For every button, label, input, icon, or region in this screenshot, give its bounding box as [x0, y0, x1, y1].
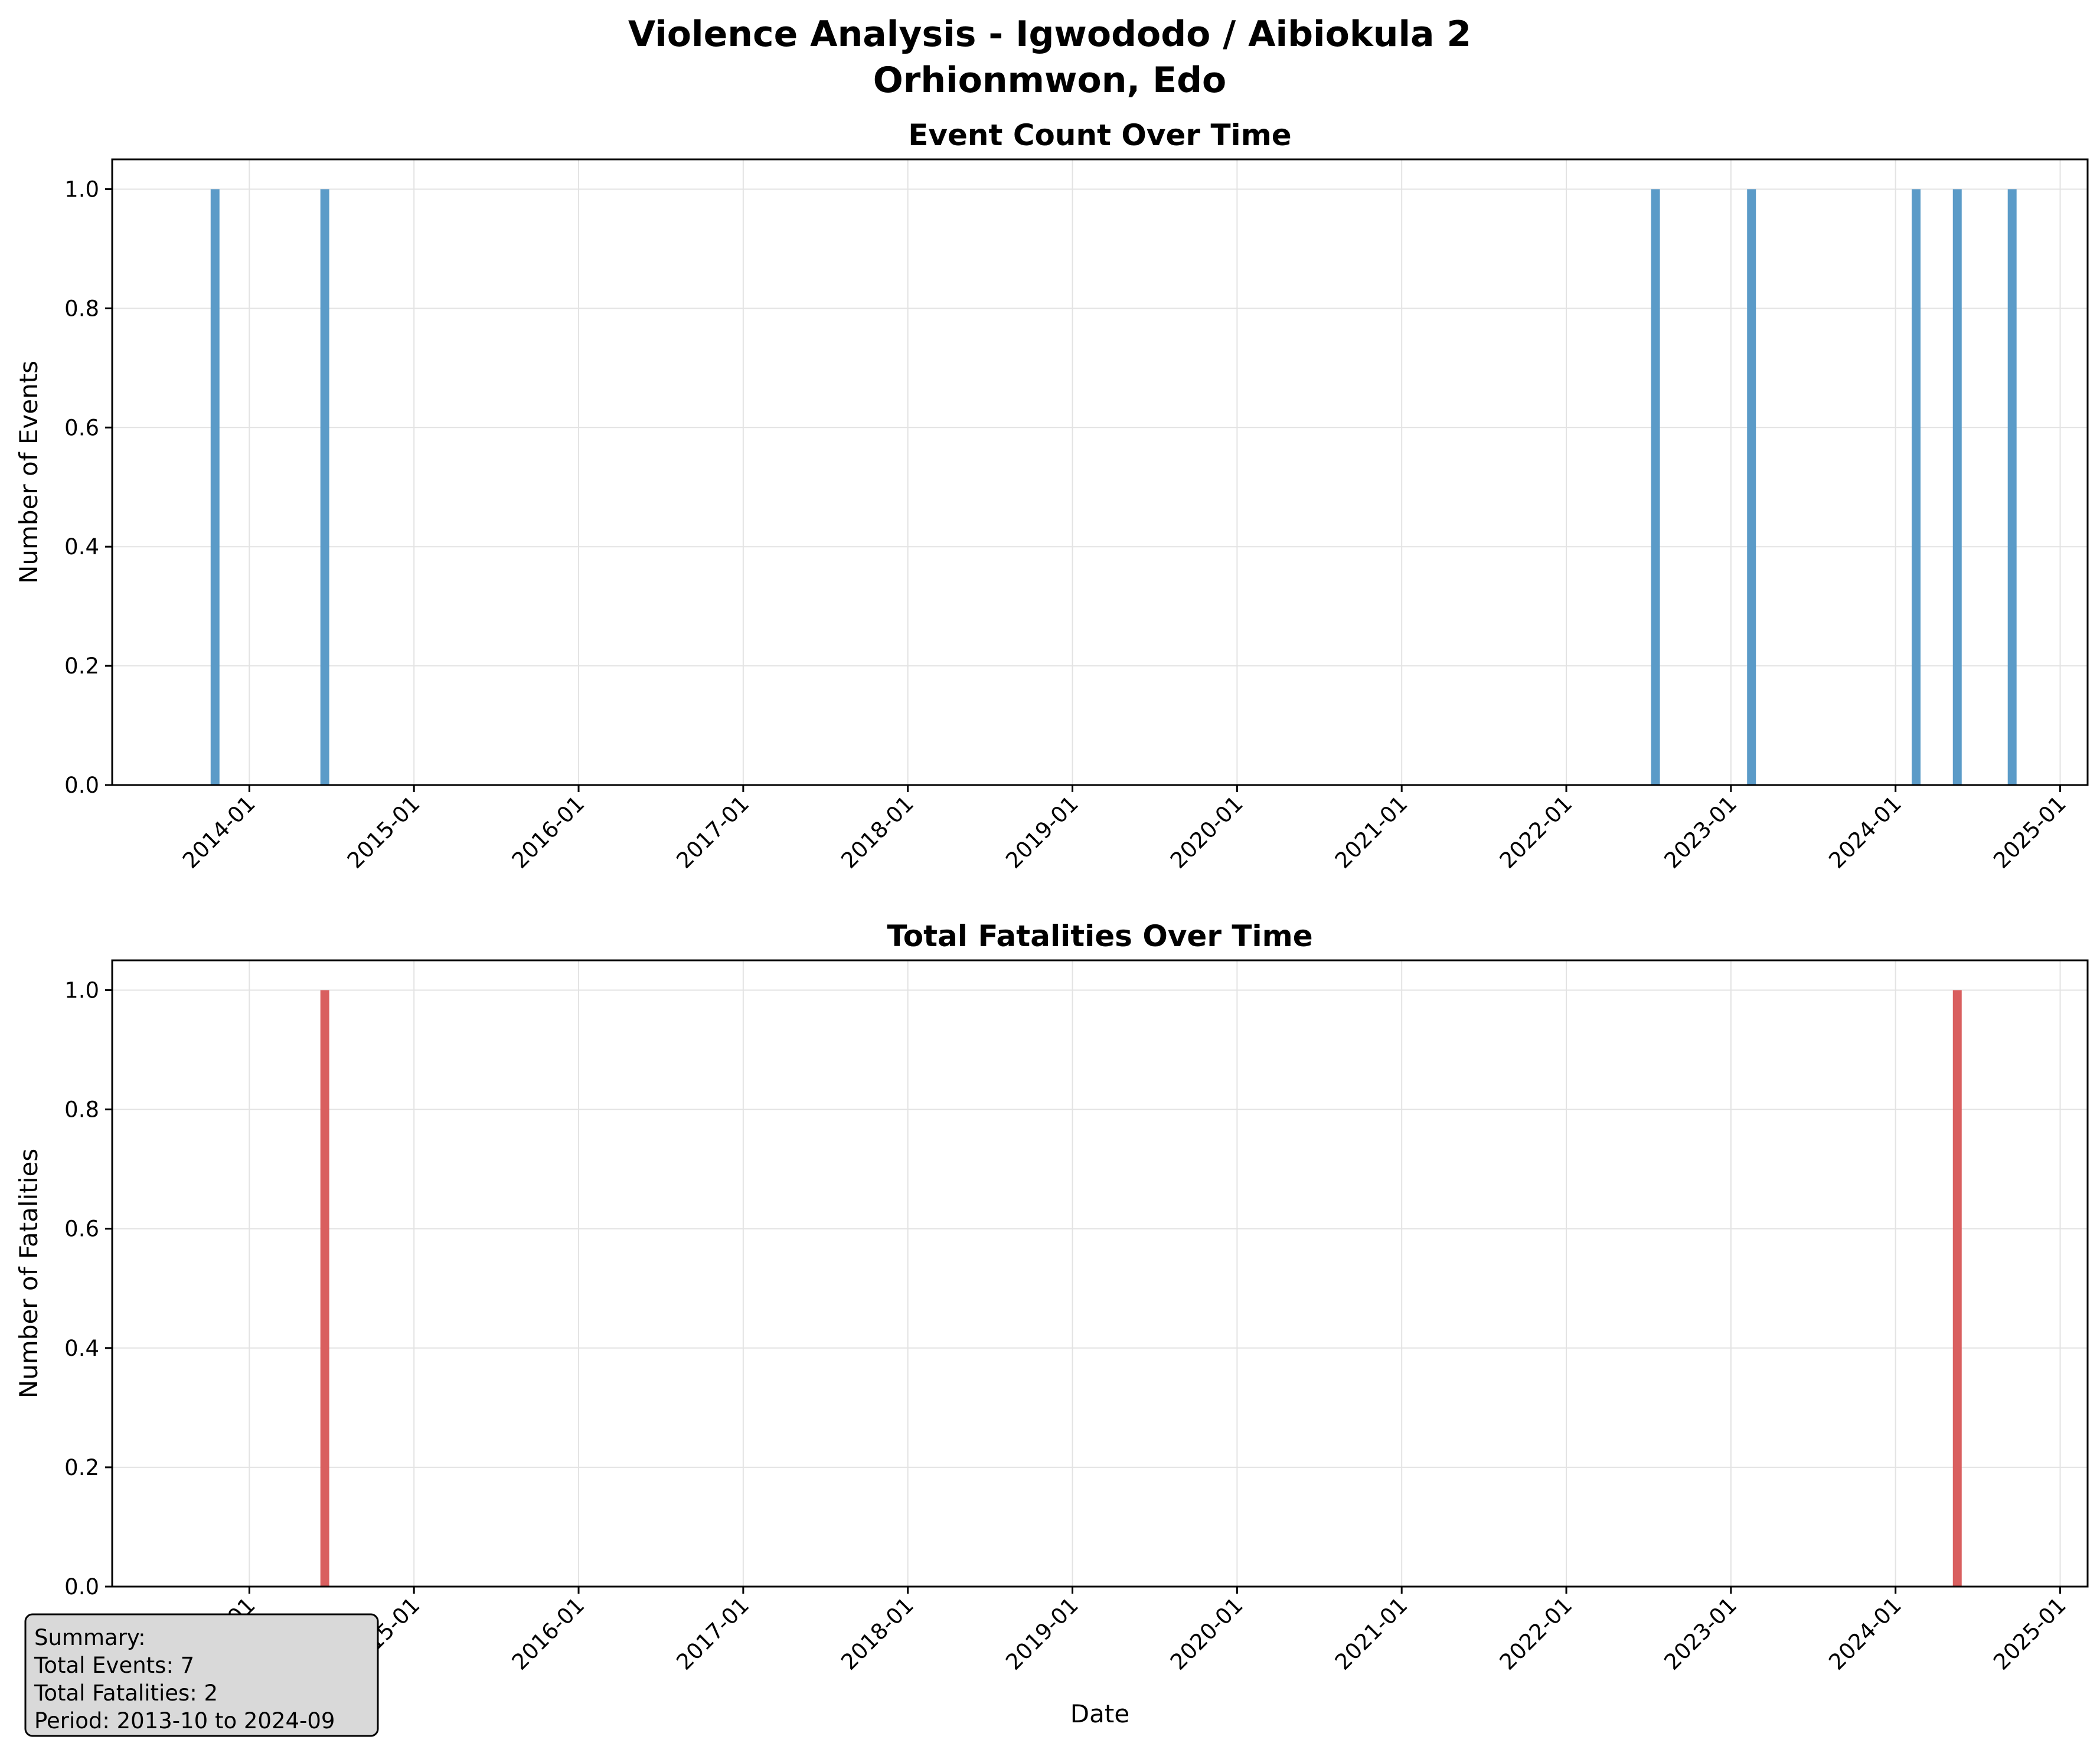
bar — [1952, 189, 1962, 785]
x-tick-label: 2017-01 — [671, 791, 754, 874]
bar — [210, 189, 220, 785]
x-tick-label: 2024-01 — [1824, 791, 1906, 874]
bar — [1952, 990, 1962, 1587]
chart-panel-2: 0.00.20.40.60.81.02014-012015-012016-012… — [14, 919, 2089, 1728]
x-tick-label: 2025-01 — [1988, 791, 2071, 874]
y-tick-label: 0.0 — [64, 1574, 99, 1600]
y-tick-label: 1.0 — [64, 978, 99, 1003]
x-tick-label: 2016-01 — [507, 1592, 590, 1675]
chart-panels: 0.0 0.2 0.4 0.6 0.8 1.0 2014-01 2015-01 2016-01 2… — [14, 118, 2089, 1728]
x-tick-label: 2022-01 — [1495, 791, 1578, 874]
x-tick-label: 2021-01 — [1330, 791, 1413, 874]
x-tick-label: 2020-01 — [1165, 1592, 1248, 1675]
summary-period: Period: 2013-10 to 2024-09 — [34, 1708, 335, 1734]
y-tick-label: 0.8 — [64, 1097, 99, 1123]
x-tick-label: 2020-01 — [1165, 791, 1248, 874]
figure-subtitle: Orhionmwon, Edo — [873, 60, 1227, 101]
plot-frame — [111, 959, 2089, 1588]
x-tick-label: 2016-01 — [507, 791, 590, 874]
x-tick-label: 2018-01 — [836, 1592, 919, 1675]
bar — [1912, 189, 1921, 785]
y-axis-label: Number of Events — [14, 361, 43, 584]
bar — [320, 189, 329, 785]
summary-total-fatalities: Total Fatalities: 2 — [34, 1680, 218, 1706]
y-tick-label: 0.4 — [64, 1336, 99, 1361]
x-tick-label: 2022-01 — [1495, 1592, 1578, 1675]
summary-box: Summary: Total Events: 7 Total Fatalitie… — [24, 1613, 379, 1737]
y-tick-label: 1.0 — [64, 176, 99, 202]
chart-title: Total Fatalities Over Time — [887, 919, 1312, 953]
bar — [320, 990, 329, 1587]
y-axis-label: Number of Fatalities — [14, 1149, 43, 1398]
plot-frame — [111, 158, 2089, 786]
x-tick-label: 2023-01 — [1659, 791, 1742, 874]
x-tick-label: 2018-01 — [836, 791, 919, 874]
y-tick-label: 0.6 — [64, 415, 99, 440]
summary-total-events: Total Events: 7 — [34, 1653, 194, 1678]
x-tick-label: 2025-01 — [1988, 1592, 2071, 1675]
y-tick-label: 0.2 — [64, 1455, 99, 1480]
x-tick-label: 2024-01 — [1824, 1592, 1906, 1675]
y-tick-label: 0.6 — [64, 1216, 99, 1242]
summary-box-background — [24, 1613, 379, 1737]
figure-title: Violence Analysis - Igwododo / Aibiokula… — [628, 14, 1471, 55]
chart-panel-1: 0.0 0.2 0.4 0.6 0.8 1.0 2014-01 2015-01 2016-01 2… — [14, 118, 2089, 874]
bar — [1651, 189, 1660, 785]
x-axis-label: Date — [1070, 1699, 1129, 1728]
y-tick-label: 0.4 — [64, 534, 99, 560]
y-tick-label: 0.2 — [64, 653, 99, 679]
x-tick-label: 2023-01 — [1659, 1592, 1742, 1675]
bar — [1747, 189, 1756, 785]
y-tick-label: 0.0 — [64, 773, 99, 798]
y-tick-label: 0.8 — [64, 296, 99, 321]
chart-title: Event Count Over Time — [908, 118, 1291, 152]
x-tick-label: 2017-01 — [671, 1592, 754, 1675]
x-tick-label: 2019-01 — [1001, 1592, 1083, 1675]
bar — [2007, 189, 2017, 785]
x-tick-label: 2014-01 — [178, 791, 260, 874]
summary-heading: Summary: — [34, 1625, 146, 1650]
x-tick-label: 2019-01 — [1001, 791, 1083, 874]
x-tick-label: 2015-01 — [342, 791, 425, 874]
x-tick-label: 2021-01 — [1330, 1592, 1413, 1675]
